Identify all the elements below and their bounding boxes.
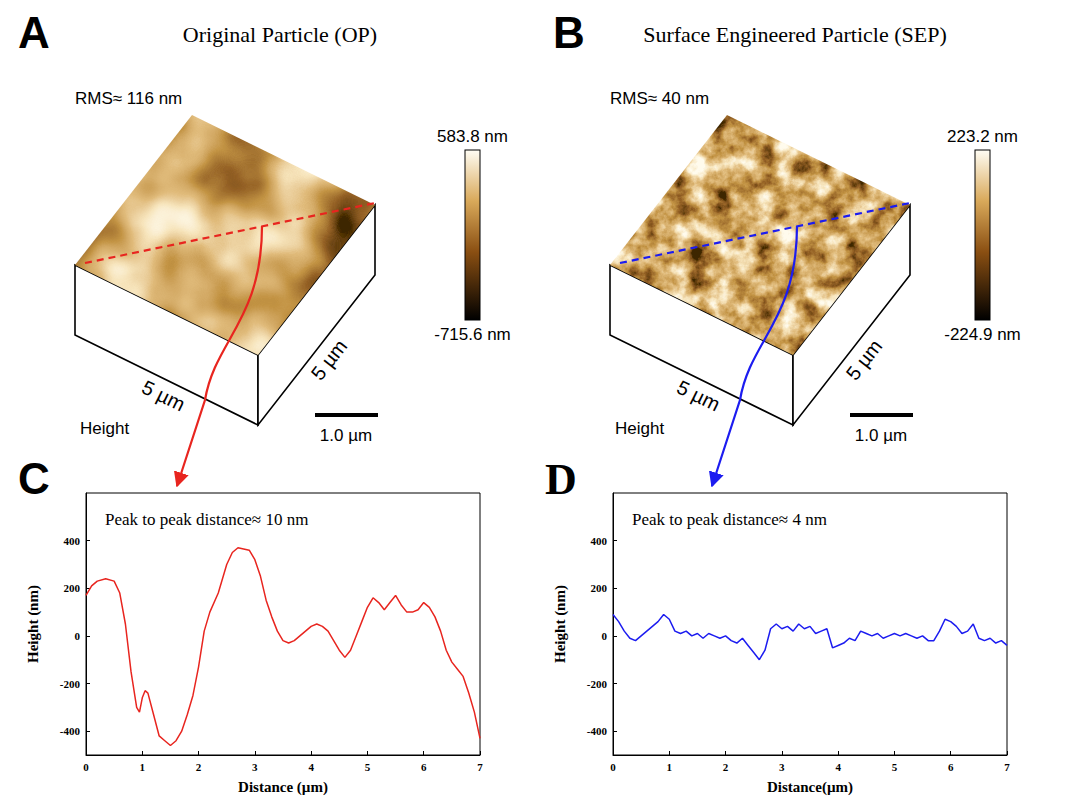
svg-text:6: 6 bbox=[948, 761, 954, 773]
svg-text:1.0 µm: 1.0 µm bbox=[320, 426, 372, 445]
svg-text:Height (nm): Height (nm) bbox=[25, 585, 42, 663]
svg-text:5: 5 bbox=[892, 761, 898, 773]
svg-text:Peak to peak distance≈ 10 nm: Peak to peak distance≈ 10 nm bbox=[105, 510, 308, 529]
svg-text:5 µm: 5 µm bbox=[674, 376, 724, 416]
svg-text:223.2 nm: 223.2 nm bbox=[947, 127, 1018, 146]
svg-text:0: 0 bbox=[602, 630, 608, 642]
svg-text:0: 0 bbox=[75, 630, 81, 642]
svg-text:RMS≈ 116 nm: RMS≈ 116 nm bbox=[75, 89, 182, 108]
svg-text:B: B bbox=[553, 8, 585, 57]
svg-text:200: 200 bbox=[591, 582, 608, 594]
svg-text:1: 1 bbox=[140, 761, 146, 773]
svg-text:Distance(µm): Distance(µm) bbox=[767, 779, 853, 796]
svg-text:-200: -200 bbox=[60, 678, 81, 690]
svg-text:RMS≈ 40 nm: RMS≈ 40 nm bbox=[610, 89, 709, 108]
svg-text:Original Particle (OP): Original Particle (OP) bbox=[183, 22, 377, 47]
svg-text:5 µm: 5 µm bbox=[842, 335, 887, 384]
svg-text:400: 400 bbox=[591, 535, 608, 547]
svg-text:5 µm: 5 µm bbox=[307, 335, 352, 384]
svg-text:-200: -200 bbox=[587, 678, 608, 690]
svg-text:0: 0 bbox=[83, 761, 89, 773]
svg-text:-224.9 nm: -224.9 nm bbox=[944, 325, 1021, 344]
svg-text:400: 400 bbox=[64, 535, 81, 547]
svg-text:6: 6 bbox=[421, 761, 427, 773]
svg-text:2: 2 bbox=[196, 761, 202, 773]
svg-text:4: 4 bbox=[835, 761, 841, 773]
svg-text:C: C bbox=[18, 454, 50, 503]
svg-text:200: 200 bbox=[64, 582, 81, 594]
svg-text:4: 4 bbox=[308, 761, 314, 773]
svg-text:Distance (µm): Distance (µm) bbox=[238, 779, 328, 796]
svg-text:Surface Engineered Particle (S: Surface Engineered Particle (SEP) bbox=[643, 22, 947, 47]
svg-text:583.8 nm: 583.8 nm bbox=[437, 127, 508, 146]
svg-text:3: 3 bbox=[252, 761, 258, 773]
svg-text:0: 0 bbox=[610, 761, 616, 773]
svg-text:7: 7 bbox=[1004, 761, 1010, 773]
svg-text:2: 2 bbox=[723, 761, 729, 773]
svg-text:A: A bbox=[18, 8, 50, 57]
svg-text:Peak to peak distance≈ 4 nm: Peak to peak distance≈ 4 nm bbox=[632, 510, 827, 529]
svg-text:5: 5 bbox=[365, 761, 371, 773]
svg-text:1.0 µm: 1.0 µm bbox=[855, 426, 907, 445]
svg-text:D: D bbox=[545, 455, 577, 504]
svg-text:-400: -400 bbox=[587, 725, 608, 737]
svg-text:7: 7 bbox=[477, 761, 483, 773]
svg-text:Height: Height bbox=[80, 419, 129, 438]
svg-text:3: 3 bbox=[779, 761, 785, 773]
svg-text:1: 1 bbox=[667, 761, 673, 773]
svg-text:-400: -400 bbox=[60, 725, 81, 737]
svg-text:-715.6 nm: -715.6 nm bbox=[434, 325, 511, 344]
svg-text:5 µm: 5 µm bbox=[139, 376, 189, 416]
svg-text:Height (nm): Height (nm) bbox=[552, 585, 569, 663]
svg-text:Height: Height bbox=[615, 419, 664, 438]
